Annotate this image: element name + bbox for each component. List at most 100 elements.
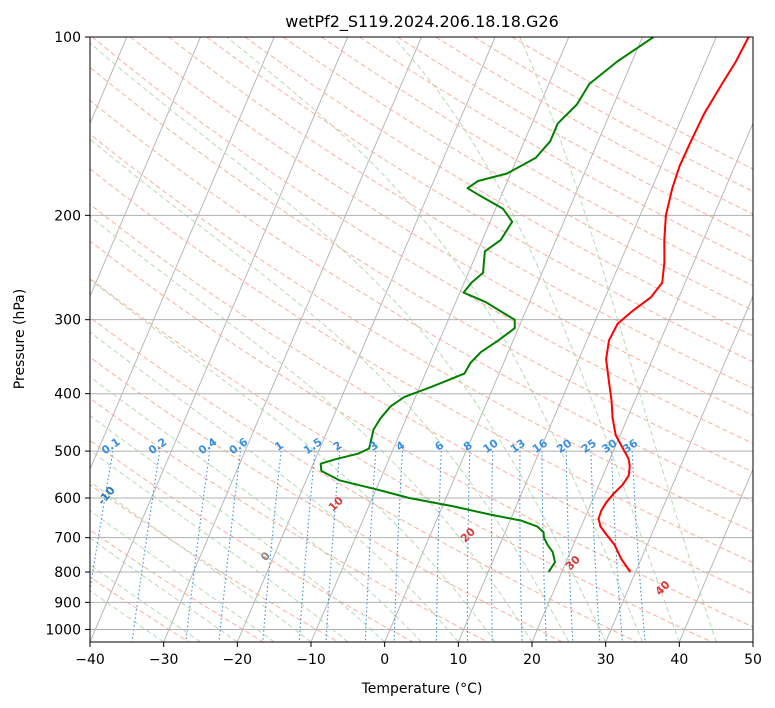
x-tick-label: −10 bbox=[296, 652, 326, 668]
dry-adiabat-line bbox=[206, 37, 753, 363]
isotherm-line bbox=[752, 640, 753, 642]
moist-adiabat-line bbox=[90, 510, 275, 642]
mixing-ratio-line bbox=[218, 451, 242, 642]
mixing-ratio-label: 20 bbox=[554, 436, 574, 456]
background-lines bbox=[90, 37, 753, 642]
mixing-ratio-line bbox=[466, 451, 471, 642]
dry-adiabat-line bbox=[90, 483, 339, 642]
dewpoint-profile-line bbox=[319, 37, 655, 573]
dry-adiabat-line bbox=[90, 316, 638, 642]
mixing-ratio-line bbox=[90, 451, 114, 594]
moist-adiabat-label: 30 bbox=[563, 553, 583, 573]
mixing-ratio-label: 16 bbox=[530, 436, 550, 456]
y-tick-label: 100 bbox=[54, 30, 81, 46]
moist-adiabat-line bbox=[90, 449, 349, 642]
y-axis: 100 200 300 400 500 600 700 800 900 1000 bbox=[45, 30, 90, 638]
mixing-ratio-line bbox=[185, 451, 211, 642]
mixing-ratio-line bbox=[541, 451, 547, 642]
isotherm-line bbox=[90, 37, 201, 298]
mixing-ratio-line bbox=[610, 451, 623, 642]
pressure-gridlines bbox=[90, 37, 753, 630]
x-tick-label: 20 bbox=[523, 652, 541, 668]
dry-adiabat-line bbox=[90, 529, 264, 642]
dry-adiabat-line bbox=[90, 66, 753, 473]
mixing-ratio-line bbox=[325, 451, 341, 642]
x-tick-label: −30 bbox=[149, 652, 179, 668]
moist-adiabat-label: 40 bbox=[653, 578, 673, 598]
dry-adiabat-line bbox=[320, 37, 753, 287]
mixing-ratio-label: 0.6 bbox=[227, 435, 251, 457]
dry-adiabat-line bbox=[90, 240, 753, 628]
mixing-ratio-label: 10 bbox=[481, 436, 501, 456]
mixing-ratio-line bbox=[131, 451, 161, 642]
mixing-ratio-label: 1.5 bbox=[301, 435, 324, 457]
dry-adiabat-line bbox=[244, 37, 753, 337]
mixing-ratio-line bbox=[519, 451, 523, 642]
dry-adiabat-line bbox=[168, 37, 753, 389]
moist-adiabat-line bbox=[90, 589, 164, 642]
isotherm-line bbox=[531, 122, 753, 642]
dry-adiabat-label: -10 bbox=[95, 484, 118, 508]
dry-adiabat-line bbox=[90, 203, 753, 595]
mixing-ratio-label: 0.4 bbox=[196, 435, 220, 457]
dry-adiabat-line bbox=[91, 37, 753, 445]
mixing-ratio-label: 30 bbox=[599, 436, 619, 456]
dry-adiabat-line bbox=[90, 576, 190, 642]
mixing-ratio-label: 0.2 bbox=[146, 435, 169, 457]
moist-adiabat-label: 10 bbox=[326, 494, 346, 514]
moist-adiabat-line bbox=[392, 37, 680, 642]
isotherm-line bbox=[90, 37, 349, 642]
moist-adiabat-line bbox=[519, 37, 717, 642]
isotherm-line bbox=[384, 37, 643, 642]
moist-adiabat-line bbox=[90, 331, 459, 642]
dry-adiabat-line bbox=[90, 278, 712, 642]
isotherm-line bbox=[457, 37, 717, 642]
x-tick-label: −20 bbox=[223, 652, 253, 668]
dry-adiabat-line bbox=[90, 397, 488, 642]
mixing-ratio-line bbox=[364, 451, 377, 642]
x-axis-label: Temperature (°C) bbox=[361, 681, 483, 697]
y-tick-label: 1000 bbox=[45, 622, 81, 638]
mixing-ratio-label: 13 bbox=[508, 437, 528, 456]
mixing-ratio-line bbox=[590, 451, 601, 642]
profile-lines bbox=[319, 37, 750, 573]
chart-title: wetPf2_S119.2024.206.18.18.G26 bbox=[285, 12, 559, 32]
moist-adiabat-line bbox=[226, 37, 643, 642]
y-tick-label: 600 bbox=[54, 491, 81, 507]
moist-adiabat-line bbox=[90, 376, 422, 642]
mixing-ratio-line bbox=[262, 451, 282, 642]
isotherm-line bbox=[90, 37, 275, 471]
x-axis: −40 −30 −20 −10 0 10 20 30 40 50 bbox=[75, 642, 762, 668]
x-tick-label: 30 bbox=[597, 652, 615, 668]
moist-adiabat-label: 20 bbox=[458, 525, 478, 545]
moist-adiabat-line bbox=[90, 564, 201, 642]
isotherm-line bbox=[605, 295, 753, 642]
y-tick-label: 200 bbox=[54, 208, 81, 224]
isotherm-line bbox=[163, 37, 422, 642]
dry-adiabat-line bbox=[90, 99, 753, 502]
y-tick-label: 700 bbox=[54, 531, 81, 547]
isotherm-line bbox=[236, 37, 496, 642]
y-tick-label: 800 bbox=[54, 565, 81, 581]
mixing-ratio-line bbox=[490, 451, 494, 642]
x-tick-label: −40 bbox=[75, 652, 105, 668]
mixing-ratio-line bbox=[565, 451, 574, 642]
moist-adiabat-line bbox=[90, 138, 570, 642]
x-tick-label: 0 bbox=[380, 652, 389, 668]
dry-adiabat-line bbox=[90, 440, 414, 642]
y-tick-label: 400 bbox=[54, 387, 81, 403]
y-axis-label: Pressure (hPa) bbox=[12, 289, 28, 389]
mixing-ratio-label: 25 bbox=[579, 437, 599, 456]
isotherm-line bbox=[678, 467, 753, 642]
mixing-ratio-line bbox=[631, 451, 646, 642]
y-tick-label: 500 bbox=[54, 444, 81, 460]
moist-adiabat-line bbox=[90, 415, 386, 642]
dry-adiabat-line bbox=[90, 356, 563, 642]
x-tick-label: 40 bbox=[670, 652, 688, 668]
x-tick-label: 50 bbox=[744, 652, 762, 668]
mixing-ratio-line bbox=[435, 451, 442, 642]
mixing-ratio-line bbox=[298, 451, 316, 642]
temperature-profile-line bbox=[597, 37, 750, 573]
dry-adiabat-line bbox=[90, 133, 753, 533]
